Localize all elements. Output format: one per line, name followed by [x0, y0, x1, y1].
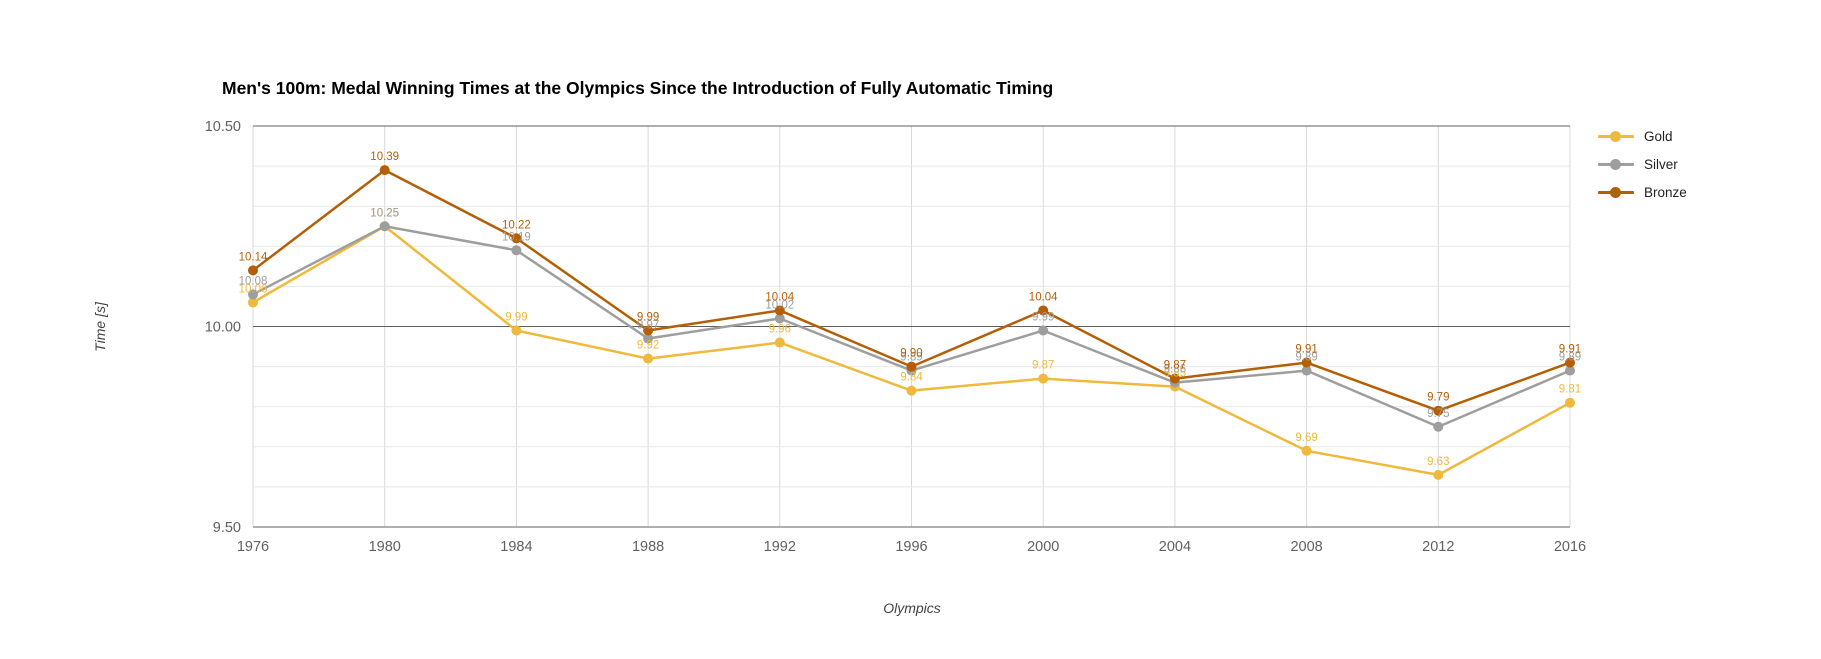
data-label-silver-1984: 10.19 — [502, 231, 531, 243]
data-label-bronze-2016: 9.91 — [1559, 344, 1581, 356]
data-label-gold-1992: 9.96 — [769, 324, 791, 336]
data-label-silver-2008: 9.89 — [1295, 352, 1317, 364]
data-label-bronze-2004: 9.87 — [1164, 360, 1186, 372]
data-point-gold-1984[interactable] — [511, 325, 522, 336]
data-point-gold-1988[interactable] — [643, 353, 654, 364]
data-label-gold-2012: 9.63 — [1427, 456, 1449, 468]
data-label-silver-2000: 9.99 — [1032, 312, 1054, 324]
data-point-bronze-2004[interactable] — [1169, 373, 1180, 384]
bronze-series-marker — [1598, 186, 1634, 198]
data-point-bronze-1988[interactable] — [643, 325, 654, 336]
data-label-silver-1992: 10.02 — [765, 299, 794, 311]
legend-item-bronze[interactable]: Bronze — [1598, 178, 1687, 206]
data-point-bronze-1976[interactable] — [248, 265, 258, 276]
x-tick-label-1980: 1980 — [369, 539, 401, 555]
data-label-gold-2004: 9.85 — [1164, 368, 1186, 380]
data-label-silver-2004: 9.86 — [1164, 364, 1186, 376]
x-tick-label-1988: 1988 — [632, 539, 664, 555]
x-tick-label-2000: 2000 — [1027, 539, 1059, 555]
data-label-silver-2012: 9.75 — [1427, 408, 1449, 420]
data-point-gold-1996[interactable] — [906, 385, 917, 396]
data-point-bronze-2000[interactable] — [1038, 305, 1049, 316]
data-point-bronze-1984[interactable] — [511, 233, 522, 244]
legend: Gold Silver Bronze — [1598, 122, 1687, 206]
data-point-silver-1992[interactable] — [774, 313, 785, 324]
data-label-silver-1976: 10.08 — [239, 275, 268, 287]
data-point-silver-2016[interactable] — [1565, 365, 1575, 376]
data-label-gold-1976: 10.06 — [239, 283, 268, 295]
data-label-gold-2016: 9.81 — [1559, 384, 1581, 396]
gold-series-marker — [1598, 130, 1634, 142]
legend-label-bronze: Bronze — [1644, 184, 1687, 200]
x-tick-label-2012: 2012 — [1422, 539, 1454, 555]
data-label-bronze-1976: 10.14 — [239, 251, 268, 263]
data-label-silver-1996: 9.89 — [900, 352, 922, 364]
data-point-bronze-1996[interactable] — [906, 361, 917, 372]
data-point-gold-1992[interactable] — [774, 337, 785, 348]
data-label-bronze-1996: 9.90 — [900, 348, 922, 360]
data-point-silver-1988[interactable] — [643, 333, 654, 344]
x-tick-label-1976: 1976 — [237, 539, 269, 555]
data-point-gold-2016[interactable] — [1565, 397, 1575, 408]
data-point-gold-2012[interactable] — [1433, 469, 1444, 480]
x-axis-title: Olympics — [883, 600, 941, 616]
legend-item-gold[interactable]: Gold — [1598, 122, 1687, 150]
data-label-gold-1996: 9.84 — [900, 372, 923, 384]
data-label-gold-2008: 9.69 — [1295, 432, 1317, 444]
data-point-bronze-2016[interactable] — [1565, 357, 1575, 368]
data-point-bronze-2012[interactable] — [1433, 405, 1444, 416]
x-tick-label-2008: 2008 — [1290, 539, 1322, 555]
data-point-bronze-1992[interactable] — [774, 305, 785, 316]
legend-label-silver: Silver — [1644, 156, 1678, 172]
silver-series-marker — [1598, 158, 1634, 170]
data-label-bronze-1984: 10.22 — [502, 219, 531, 231]
legend-label-gold: Gold — [1644, 128, 1673, 144]
data-label-gold-2000: 9.87 — [1032, 360, 1054, 372]
data-point-silver-2000[interactable] — [1038, 325, 1049, 336]
x-tick-label-1996: 1996 — [895, 539, 927, 555]
data-label-silver-1980: 10.25 — [370, 207, 399, 219]
chart-title: Men's 100m: Medal Winning Times at the O… — [222, 78, 1054, 98]
data-label-silver-2016: 9.89 — [1559, 352, 1581, 364]
y-tick-label: 10.00 — [205, 320, 241, 336]
data-point-silver-1980[interactable] — [379, 221, 390, 232]
data-label-silver-1988: 9.97 — [637, 320, 659, 332]
x-tick-label-2016: 2016 — [1554, 539, 1586, 555]
data-label-gold-1988: 9.92 — [637, 340, 659, 352]
data-point-silver-1976[interactable] — [248, 289, 258, 300]
data-label-bronze-1980: 10.39 — [370, 151, 399, 163]
y-tick-label: 9.50 — [213, 520, 241, 536]
data-point-gold-2000[interactable] — [1038, 373, 1049, 384]
data-label-bronze-2000: 10.04 — [1029, 291, 1058, 303]
data-point-bronze-1980[interactable] — [379, 165, 390, 176]
data-point-silver-1984[interactable] — [511, 245, 522, 256]
y-tick-label: 10.50 — [205, 119, 241, 135]
data-label-bronze-2012: 9.79 — [1427, 392, 1449, 404]
data-point-gold-2008[interactable] — [1301, 445, 1312, 456]
x-tick-label-1984: 1984 — [500, 539, 532, 555]
data-label-bronze-1992: 10.04 — [765, 291, 794, 303]
data-label-gold-1980: 10.25 — [370, 207, 399, 219]
legend-item-silver[interactable]: Silver — [1598, 150, 1687, 178]
data-point-bronze-2008[interactable] — [1301, 357, 1312, 368]
x-tick-label-1992: 1992 — [764, 539, 796, 555]
data-label-gold-1984: 9.99 — [505, 312, 527, 324]
data-label-bronze-2008: 9.91 — [1295, 344, 1317, 356]
data-point-silver-2012[interactable] — [1433, 421, 1444, 432]
data-label-bronze-1988: 9.99 — [637, 312, 659, 324]
data-point-gold-1976[interactable] — [248, 297, 258, 308]
data-point-silver-2008[interactable] — [1301, 365, 1312, 376]
x-tick-label-2004: 2004 — [1159, 539, 1191, 555]
